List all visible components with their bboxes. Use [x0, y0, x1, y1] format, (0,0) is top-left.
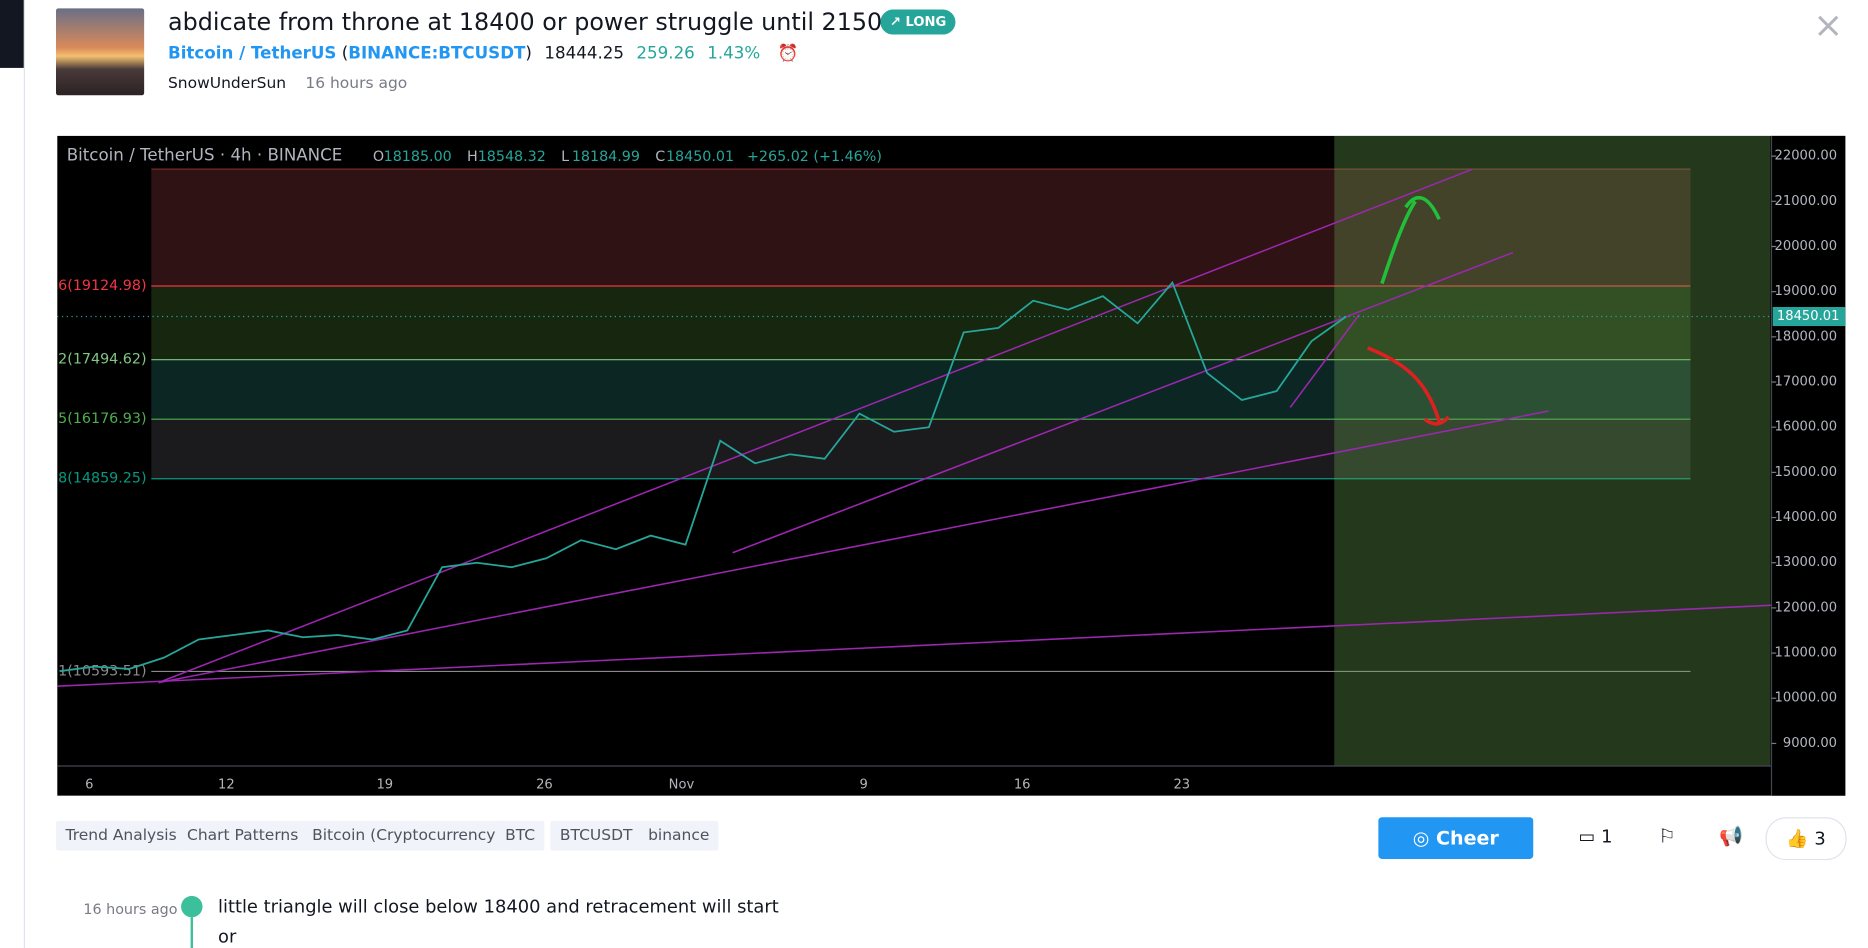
- fib-zone: [151, 286, 1691, 360]
- like-count: 3: [1814, 827, 1826, 850]
- symbol-name[interactable]: Bitcoin / TetherUS: [167, 44, 337, 64]
- comments-button[interactable]: ▭ 1: [1578, 825, 1613, 848]
- down-arrow: [1366, 346, 1450, 426]
- price-line: [59, 280, 1347, 673]
- y-tick-label: 18000.00: [1775, 329, 1837, 344]
- ohlc-key: H: [467, 149, 478, 165]
- y-tick-label: 19000.00: [1775, 284, 1837, 299]
- y-tick-label: 9000.00: [1783, 736, 1837, 751]
- symbol-ticker[interactable]: BINANCE:BTCUSDT: [348, 44, 526, 64]
- long-badge: ↗ LONG: [880, 9, 956, 35]
- avatar[interactable]: [55, 8, 145, 96]
- symbol-line: Bitcoin / TetherUS (BINANCE:BTCUSDT) 184…: [167, 44, 799, 64]
- y-tick-label: 12000.00: [1775, 600, 1837, 615]
- trend-line: [1289, 314, 1360, 408]
- update-line-2: or: [218, 925, 237, 948]
- author[interactable]: SnowUnderSun: [167, 75, 287, 93]
- update-line-1: little triangle will close below 18400 a…: [218, 895, 779, 918]
- cheer-text: Cheer: [1436, 826, 1499, 850]
- trend-line: [57, 604, 1773, 687]
- y-tick-label: 14000.00: [1775, 510, 1837, 525]
- author-line: SnowUnderSun 16 hours ago: [168, 75, 407, 93]
- tag[interactable]: BTC: [495, 820, 545, 851]
- tag[interactable]: Chart Patterns: [177, 820, 308, 851]
- cheer-button[interactable]: ◎ Cheer: [1378, 817, 1534, 859]
- fib-label: .5(16176.93): [57, 411, 146, 427]
- x-tick-label: Nov: [669, 778, 695, 793]
- close-button[interactable]: ×: [1813, 4, 1844, 47]
- trend-line: [158, 168, 1473, 684]
- x-tick-label: 16: [1014, 778, 1031, 793]
- ohlc-value: 18548.32: [478, 149, 546, 165]
- y-tick-label: 16000.00: [1775, 420, 1837, 435]
- change-pct: 1.43%: [707, 44, 761, 64]
- tag[interactable]: binance: [638, 820, 719, 851]
- tag[interactable]: BTCUSDT: [550, 820, 643, 851]
- ohlc-value: 18450.01: [666, 149, 734, 165]
- y-tick-label: 17000.00: [1775, 375, 1837, 390]
- tag[interactable]: Bitcoin (Cryptocurrency): [302, 820, 511, 851]
- fib-label: 36(19124.98): [57, 278, 146, 294]
- ohlc-value: 18184.99: [572, 149, 640, 165]
- alert-icon[interactable]: ⏰: [777, 44, 799, 64]
- update-time: 16 hours ago: [83, 900, 178, 918]
- divider: [23, 0, 26, 948]
- side-strip: [0, 0, 24, 68]
- change: 259.26: [636, 44, 695, 64]
- x-tick-label: 9: [860, 778, 868, 793]
- ohlc-value: 18185.00: [384, 149, 452, 165]
- share-button[interactable]: 📢: [1719, 824, 1743, 848]
- y-tick-label: 20000.00: [1775, 239, 1837, 254]
- legend-name: Bitcoin / TetherUS · 4h · BINANCE: [67, 146, 343, 165]
- last-price-box: [1772, 306, 1846, 327]
- y-tick-label: 11000.00: [1775, 646, 1837, 661]
- ohlc-key: L: [561, 149, 569, 165]
- fib-zone: [151, 169, 1691, 287]
- ohlc-key: C: [655, 149, 665, 165]
- ohlc-change: +265.02 (+1.46%): [747, 149, 882, 165]
- y-tick-label: 13000.00: [1775, 555, 1837, 570]
- price: 18444.25: [544, 44, 624, 64]
- badge-text: LONG: [905, 14, 947, 30]
- x-tick-label: 12: [218, 778, 235, 793]
- fib-label: 618(14859.25): [57, 471, 146, 487]
- tag[interactable]: Trend Analysis: [55, 820, 187, 851]
- x-tick-label: 26: [536, 778, 553, 793]
- x-tick-label: 19: [376, 778, 393, 793]
- idea-title: abdicate from throne at 18400 or power s…: [167, 7, 918, 36]
- forecast-box: [1334, 135, 1771, 767]
- x-tick-label: 6: [85, 778, 93, 793]
- update-dot: [181, 895, 203, 918]
- comment-count: 1: [1601, 825, 1613, 848]
- fib-label: 82(17494.62): [57, 352, 146, 368]
- y-tick-label: 22000.00: [1775, 149, 1837, 164]
- up-arrow: [1380, 196, 1441, 285]
- last-price-label: 18450.01: [1777, 309, 1839, 324]
- y-tick-label: 15000.00: [1775, 465, 1837, 480]
- trend-lines: [57, 168, 1773, 687]
- y-tick-label: 21000.00: [1775, 194, 1837, 209]
- chart: 36(19124.98) 82(17494.62) .5(16176.93) 618(…: [57, 135, 1846, 796]
- time: 16 hours ago: [305, 75, 408, 93]
- x-tick-label: 23: [1173, 778, 1190, 793]
- fib-label: 1(10593.51): [58, 663, 146, 679]
- trend-line: [732, 251, 1514, 554]
- ohlc-key: O: [373, 149, 384, 165]
- update-line: [190, 917, 193, 948]
- fib-zone: [151, 478, 1691, 672]
- trend-line: [158, 410, 1549, 684]
- y-tick-label: 10000.00: [1775, 691, 1837, 706]
- flag-button[interactable]: ⚐: [1658, 824, 1676, 848]
- like-button[interactable]: 👍 3: [1765, 817, 1847, 861]
- price-axis: [1771, 135, 1846, 796]
